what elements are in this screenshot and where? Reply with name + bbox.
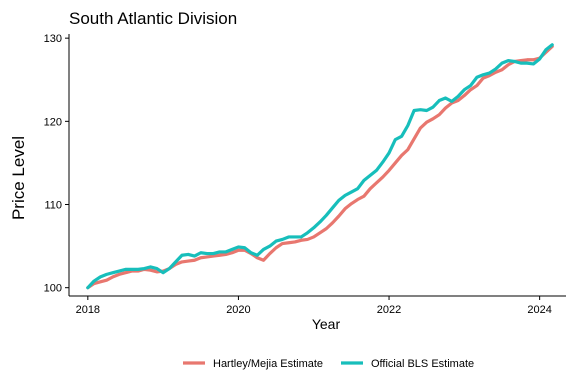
- x-ticks: 2018 2020 2022 2024: [76, 296, 552, 316]
- legend: Hartley/Mejia Estimate Official BLS Estim…: [183, 358, 474, 370]
- x-tick-label: 2018: [76, 304, 100, 316]
- x-tick-label: 2022: [377, 304, 401, 316]
- plot-area: [86, 43, 554, 290]
- series-line-hartley-mejia: [86, 44, 554, 290]
- y-tick-label: 120: [44, 116, 62, 128]
- y-axis-label: Price Level: [9, 136, 28, 220]
- y-ticks: 100 110 120 130: [44, 33, 69, 295]
- legend-label: Hartley/Mejia Estimate: [213, 358, 323, 370]
- y-tick-label: 130: [44, 33, 62, 45]
- chart-title: South Atlantic Division: [69, 9, 237, 28]
- x-tick-label: 2024: [527, 304, 551, 316]
- axes: [68, 34, 566, 297]
- series-line-official-bls: [86, 43, 554, 290]
- legend-label: Official BLS Estimate: [371, 358, 474, 370]
- y-tick-label: 110: [44, 200, 62, 212]
- x-axis-label: Year: [312, 316, 341, 332]
- x-tick-label: 2020: [226, 304, 250, 316]
- y-tick-label: 100: [44, 283, 62, 295]
